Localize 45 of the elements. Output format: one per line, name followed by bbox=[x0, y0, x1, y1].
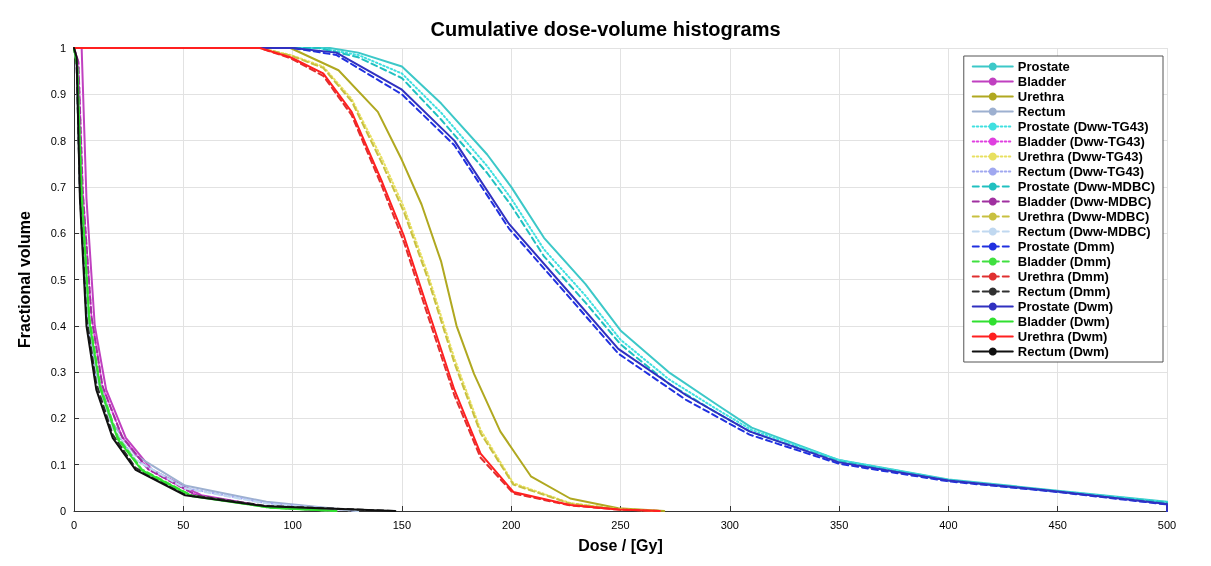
legend-label: Bladder bbox=[1017, 74, 1067, 89]
x-tick-label: 500 bbox=[1157, 518, 1177, 531]
legend-label: Urethra (Dww-MDBC) bbox=[1017, 209, 1150, 224]
x-tick-label: 100 bbox=[283, 518, 302, 531]
legend-label: Prostate (Dwm) bbox=[1017, 299, 1114, 314]
y-tick-label: 0.7 bbox=[50, 180, 66, 193]
legend-label: Bladder (Dww-MDBC) bbox=[1017, 194, 1152, 209]
x-tick-label: 0 bbox=[70, 518, 78, 531]
x-axis-title: Dose / [Gy] bbox=[578, 536, 663, 554]
legend-label: Bladder (Dww-TG43) bbox=[1017, 134, 1145, 149]
x-tick-label: 50 bbox=[177, 518, 190, 531]
legend-label: Bladder (Dmm) bbox=[1017, 254, 1111, 269]
y-tick-label: 0 bbox=[59, 505, 66, 517]
x-tick-label: 450 bbox=[1048, 518, 1067, 531]
y-tick-label: 0.1 bbox=[50, 458, 66, 471]
legend-label: Bladder (Dwm) bbox=[1017, 314, 1110, 329]
y-tick-label: 0.8 bbox=[50, 134, 66, 147]
legend-label: Prostate bbox=[1017, 59, 1070, 74]
y-tick-label: 0.6 bbox=[50, 227, 66, 240]
x-tick-label: 400 bbox=[939, 518, 958, 531]
y-tick-label: 0.9 bbox=[50, 88, 66, 101]
legend-label: Rectum (Dmm) bbox=[1017, 284, 1111, 299]
legend-label: Urethra (Dwm) bbox=[1017, 329, 1108, 344]
legend-label: Rectum (Dww-MDBC) bbox=[1017, 224, 1151, 239]
x-tick-label: 350 bbox=[829, 518, 849, 531]
chart-title: Cumulative dose-volume histograms bbox=[430, 18, 781, 40]
x-tick-label: 250 bbox=[611, 518, 630, 531]
legend-label: Urethra (Dmm) bbox=[1017, 269, 1109, 284]
legend-label: Urethra (Dww-TG43) bbox=[1017, 149, 1143, 164]
legend-label: Prostate (Dww-MDBC) bbox=[1017, 179, 1156, 194]
legend-label: Rectum (Dwm) bbox=[1017, 344, 1109, 359]
legend-label: Urethra bbox=[1017, 89, 1065, 104]
y-tick-label: 0.5 bbox=[50, 273, 66, 286]
x-tick-label: 150 bbox=[392, 518, 412, 531]
legend-label: Prostate (Dmm) bbox=[1017, 239, 1115, 254]
y-tick-label: 0.4 bbox=[50, 319, 66, 332]
legend-label: Prostate (Dww-TG43) bbox=[1017, 119, 1149, 134]
x-tick-label: 200 bbox=[502, 518, 521, 531]
y-axis-title: Fractional volume bbox=[15, 210, 33, 348]
legend-label: Rectum (Dww-TG43) bbox=[1017, 164, 1145, 179]
x-tick-label: 300 bbox=[720, 518, 739, 531]
y-tick-label: 1 bbox=[59, 42, 66, 54]
y-tick-label: 0.2 bbox=[50, 412, 66, 425]
y-tick-label: 0.3 bbox=[50, 366, 66, 379]
legend-label: Rectum bbox=[1017, 104, 1066, 119]
